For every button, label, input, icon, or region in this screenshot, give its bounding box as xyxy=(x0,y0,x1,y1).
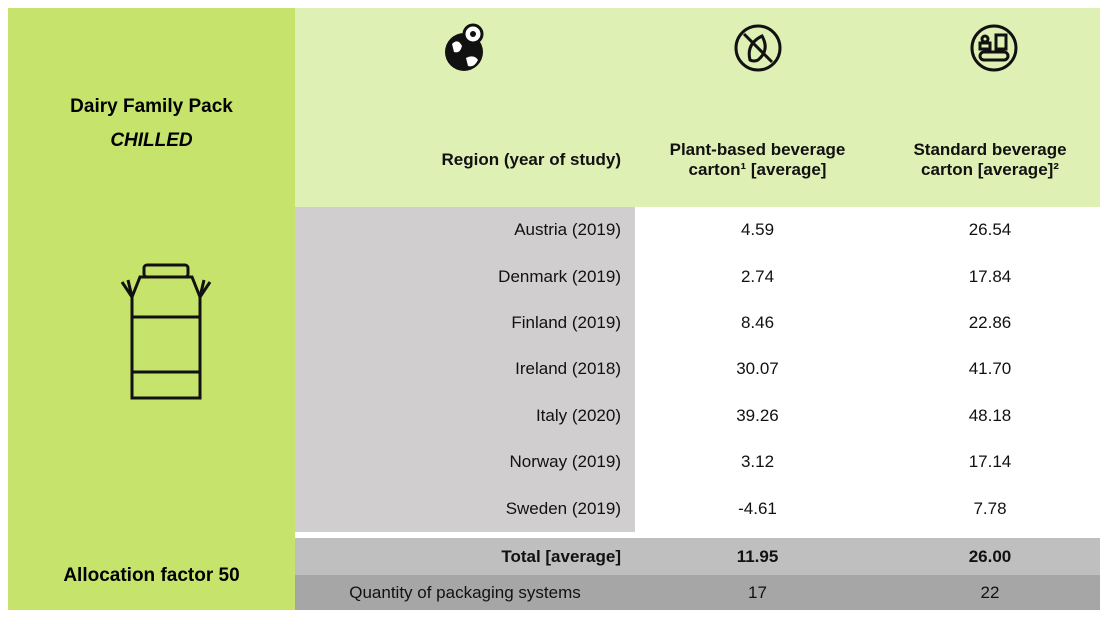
value-cell: 17.84 xyxy=(880,253,1100,300)
value-cell: 48.18 xyxy=(880,392,1100,439)
column-header: Standard beverage carton [average]² xyxy=(913,140,1067,179)
value-cell: 8.46 xyxy=(635,299,880,347)
region-cell: Finland (2019) xyxy=(295,299,635,347)
globe-icon xyxy=(445,23,484,71)
value-cell: 17.14 xyxy=(880,439,1100,486)
value-cell: 26.54 xyxy=(880,207,1100,254)
region-cell: Austria (2019) xyxy=(295,207,635,254)
column-header: Region (year of study) xyxy=(441,150,621,169)
conveyor-icon xyxy=(970,24,1018,72)
quantity-cell: Quantity of packaging systems xyxy=(295,575,635,610)
sidebar-footer: Allocation factor 50 xyxy=(63,565,240,586)
column-header: Plant-based beverage carton¹ [average] xyxy=(669,140,846,179)
value-cell: 3.12 xyxy=(635,439,880,486)
value-cell: 2.74 xyxy=(635,253,880,300)
milk-can-icon xyxy=(120,263,212,400)
total-cell: Total [average] xyxy=(295,538,635,575)
region-cell: Sweden (2019) xyxy=(295,485,635,532)
quantity-cell: 17 xyxy=(635,575,880,610)
quantity-cell: 22 xyxy=(880,575,1100,610)
region-cell: Norway (2019) xyxy=(295,439,635,486)
sidebar xyxy=(8,8,295,610)
sidebar-title: Dairy Family Pack xyxy=(70,96,233,117)
value-cell: 22.86 xyxy=(880,299,1100,347)
value-cell: 41.70 xyxy=(880,346,1100,393)
value-cell: 39.26 xyxy=(635,392,880,439)
header-band xyxy=(295,8,1100,207)
total-cell: 26.00 xyxy=(880,538,1100,575)
region-cell: Italy (2020) xyxy=(295,392,635,439)
region-cell: Denmark (2019) xyxy=(295,253,635,300)
value-cell: 4.59 xyxy=(635,207,880,254)
value-cell: 7.78 xyxy=(880,485,1100,532)
region-cell: Ireland (2018) xyxy=(295,346,635,393)
value-cell: -4.61 xyxy=(635,485,880,532)
leaf-icon xyxy=(734,24,782,72)
value-cell: 30.07 xyxy=(635,346,880,393)
sidebar-subtitle: CHILLED xyxy=(110,130,193,151)
total-cell: 11.95 xyxy=(635,538,880,575)
